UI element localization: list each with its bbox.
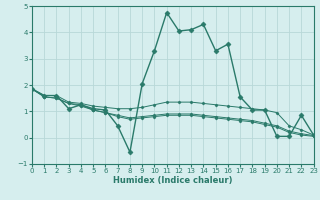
X-axis label: Humidex (Indice chaleur): Humidex (Indice chaleur) xyxy=(113,176,233,185)
